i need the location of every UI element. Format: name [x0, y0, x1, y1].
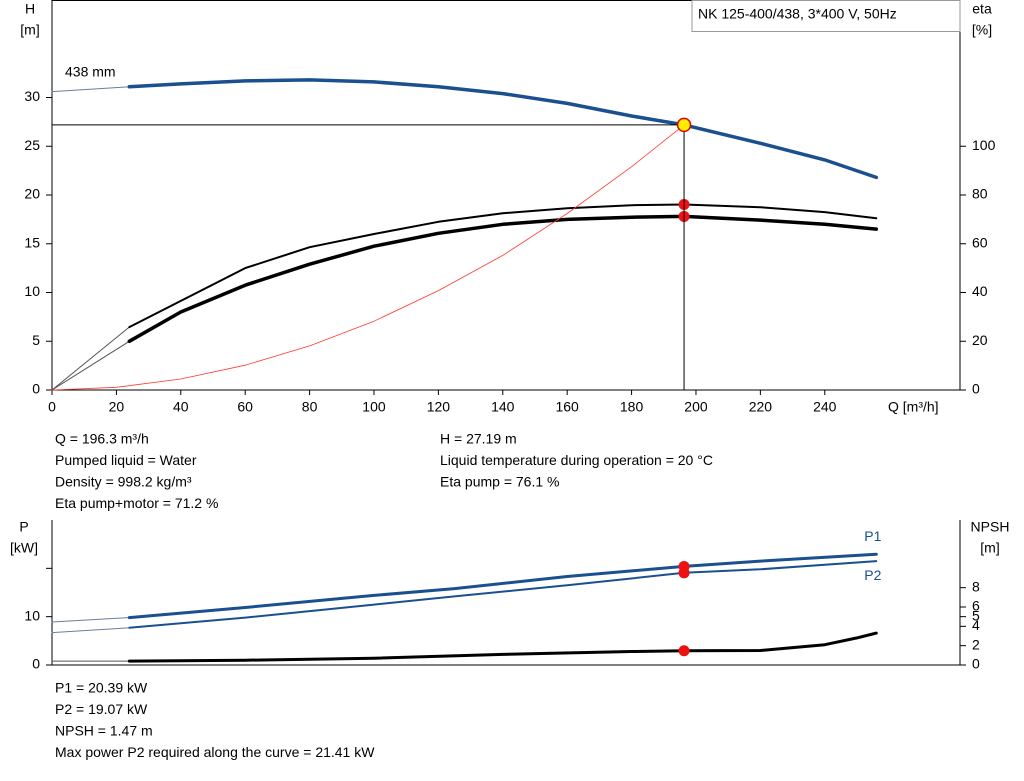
x-tick-label: 60	[237, 399, 253, 415]
info-text: Eta pump = 76.1 %	[440, 474, 559, 490]
curve	[51, 86, 130, 93]
y-tick-label: 10	[24, 607, 40, 623]
info-text: Eta pump+motor = 71.2 %	[55, 495, 218, 511]
x-tick-label: 180	[620, 399, 644, 415]
y2-axis-label: [%]	[972, 22, 992, 38]
curve	[127, 78, 879, 180]
y-tick-label: 20	[24, 186, 40, 202]
y2-tick-label: 5	[972, 607, 980, 623]
chart-title: NK 125-400/438, 3*400 V, 50Hz	[698, 6, 897, 22]
y-tick-label: 0	[32, 656, 40, 672]
x-tick-label: 100	[362, 399, 386, 415]
info-text: Liquid temperature during operation = 20…	[440, 452, 713, 468]
curve	[51, 617, 130, 623]
x-axis-label: Q [m³/h]	[888, 399, 939, 415]
y2-tick-label: 0	[972, 656, 980, 672]
y2-tick-label: 8	[972, 578, 980, 594]
x-tick-label: 160	[555, 399, 579, 415]
curve	[128, 203, 878, 329]
curve	[51, 124, 685, 391]
title-box	[691, 0, 961, 32]
x-tick-label: 0	[48, 399, 56, 415]
x-tick-label: 240	[813, 399, 837, 415]
y-axis-label: [m]	[20, 22, 39, 38]
y-tick-label: 30	[24, 88, 40, 104]
series-label: P1	[864, 528, 881, 544]
curve	[127, 214, 879, 344]
y-tick-label: 25	[24, 137, 40, 153]
y2-tick-label: 4	[972, 617, 980, 633]
y-axis-label: P	[19, 519, 28, 535]
x-tick-label: 220	[749, 399, 773, 415]
y-tick-label: 0	[32, 381, 40, 397]
x-tick-label: 20	[109, 399, 125, 415]
y-tick-label: 10	[24, 283, 40, 299]
operating-point	[678, 645, 690, 657]
x-tick-label: 80	[302, 399, 318, 415]
y-axis-label: H	[25, 1, 35, 17]
y2-tick-label: 20	[972, 332, 988, 348]
info-text: H = 27.19 m	[440, 431, 517, 447]
y2-tick-label: 60	[972, 234, 988, 250]
info-text: Density = 998.2 kg/m³	[55, 474, 192, 490]
curve	[51, 340, 130, 391]
y2-axis-label: [m]	[980, 540, 999, 556]
curve	[51, 627, 130, 634]
x-tick-label: 120	[427, 399, 451, 415]
x-tick-label: 200	[684, 399, 708, 415]
info-text: NPSH = 1.47 m	[55, 723, 153, 739]
y2-axis-label: NPSH	[971, 519, 1010, 535]
y2-axis-label: eta	[972, 1, 992, 17]
info-text: P1 = 20.39 kW	[55, 680, 148, 696]
y-tick-label: 15	[24, 234, 40, 250]
curve	[127, 631, 878, 663]
y2-tick-label: 40	[972, 283, 988, 299]
curve	[127, 552, 878, 620]
operating-point	[676, 117, 692, 133]
info-text: Q = 196.3 m³/h	[55, 431, 149, 447]
info-text: Pumped liquid = Water	[55, 452, 197, 468]
operating-point	[678, 567, 690, 579]
y-axis-label: [kW]	[10, 540, 38, 556]
annotation: 438 mm	[65, 64, 116, 80]
series-label: P2	[864, 567, 881, 583]
info-text: Max power P2 required along the curve = …	[55, 744, 375, 760]
y2-tick-label: 2	[972, 636, 980, 652]
y2-tick-label: 6	[972, 598, 980, 614]
x-tick-label: 140	[491, 399, 515, 415]
y2-tick-label: 80	[972, 186, 988, 202]
curve	[51, 326, 130, 391]
x-tick-label: 40	[173, 399, 189, 415]
curve	[128, 560, 878, 629]
y2-tick-label: 0	[972, 381, 980, 397]
y2-tick-label: 100	[972, 137, 996, 153]
y-tick-label: 5	[32, 332, 40, 348]
info-text: P2 = 19.07 kW	[55, 701, 148, 717]
